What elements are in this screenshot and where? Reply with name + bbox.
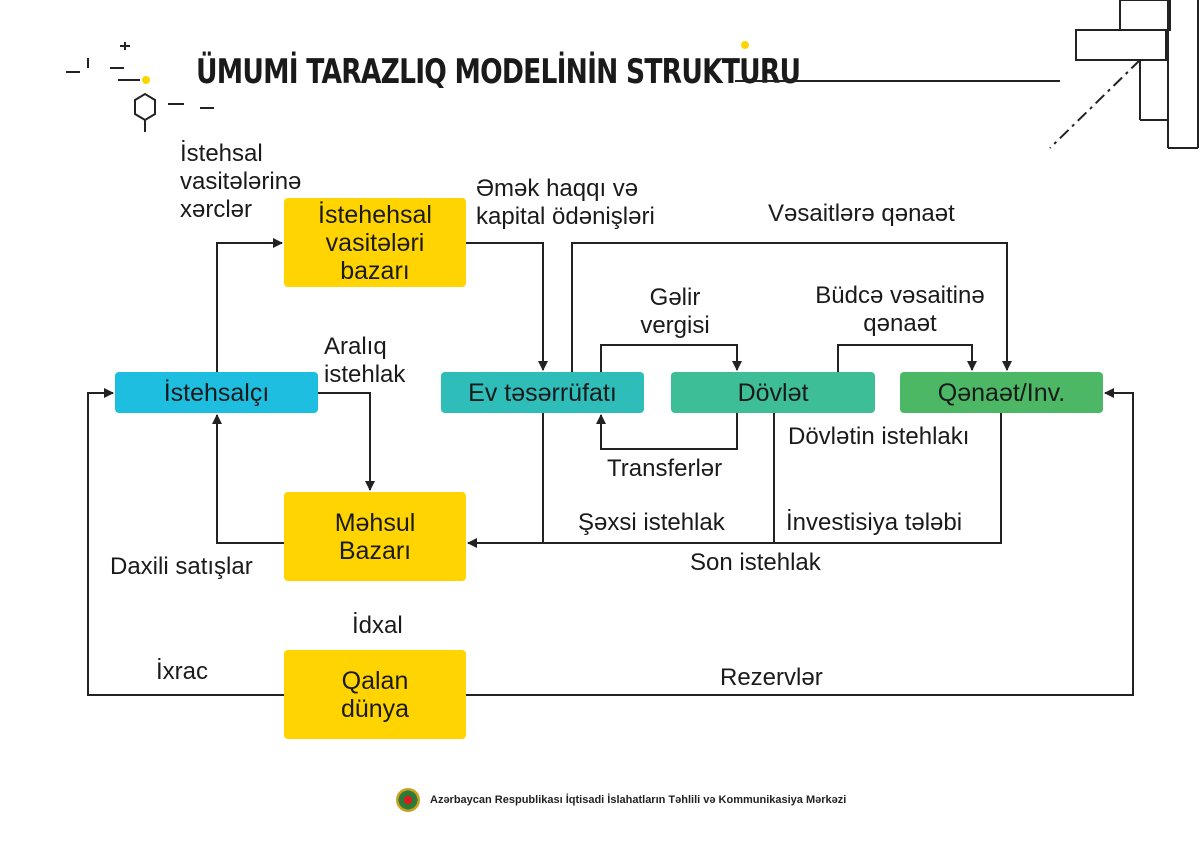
transfers-label: Transferlər [607, 455, 723, 482]
footer-text: Azərbaycan Respublikası İqtisadi İslahat… [430, 794, 847, 806]
producer-box: İstehsalçı [115, 372, 318, 413]
private-consumption-label: Şəxsi istehlak [578, 509, 725, 536]
intermediate-label: Aralıq istehlak [324, 333, 406, 388]
final-consumption-label: Son istehlak [690, 549, 821, 576]
domestic-sales-label: Daxili satışlar [110, 553, 253, 580]
budget-savings-label: Büdcə vəsaitinə qənaət [815, 282, 985, 337]
import-label: İdxal [352, 612, 403, 639]
footer: Azərbaycan Respublikası İqtisadi İslahat… [396, 788, 846, 812]
export-label: İxrac [156, 658, 209, 685]
reserves-label: Rezervlər [720, 664, 823, 691]
means-costs-label: İstehsal vasitələrinə xərclər [180, 140, 302, 223]
page-title: ÜMUMİ TARAZLIQ MODELİNİN STRUKTURU [196, 52, 801, 92]
household-box: Ev təsərrüfatı [441, 372, 644, 413]
income-tax-label: Gəlir vergisi [640, 284, 710, 339]
investment-demand-label: İnvestisiya tələbi [786, 509, 963, 536]
wages-label: Əmək haqqı və kapital ödənişləri [476, 175, 655, 230]
government-box: Dövlət [671, 372, 875, 413]
savings-box: Qənaət/Inv. [900, 372, 1103, 413]
savings-funds-label: Vəsaitlərə qənaət [768, 200, 955, 227]
means-market-box: İstehehsal vasitələri bazarı [284, 198, 466, 287]
decorative-drafting-icon [1049, 0, 1199, 149]
gov-consumption-label: Dövlətin istehlakı [788, 423, 970, 450]
state-emblem-icon [396, 788, 420, 812]
rest-world-box: Qalan dünya [284, 650, 466, 739]
product-market-box: Məhsul Bazarı [284, 492, 466, 581]
